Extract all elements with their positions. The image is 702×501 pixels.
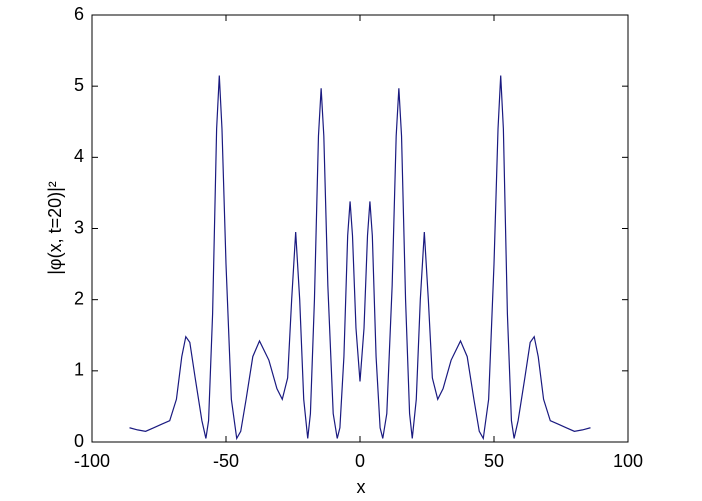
y-tick-label: 6 <box>74 4 84 24</box>
x-axis-label: x <box>357 477 366 497</box>
y-tick-label: 5 <box>74 75 84 95</box>
y-tick-label: 2 <box>74 288 84 308</box>
plot-area <box>91 14 629 443</box>
x-tick-label: -50 <box>213 451 239 471</box>
x-tick-label: 0 <box>355 451 365 471</box>
y-tick-label: 1 <box>74 360 84 380</box>
x-tick-label: -100 <box>74 451 110 471</box>
y-axis-label: |φ(x, t=20)|² <box>45 181 65 275</box>
y-tick-label: 0 <box>74 431 84 451</box>
y-tick-label: 4 <box>74 146 84 166</box>
data-line <box>129 75 591 441</box>
y-tick-label: 3 <box>74 217 84 237</box>
x-tick-label: 50 <box>484 451 504 471</box>
x-tick-label: 100 <box>613 451 643 471</box>
